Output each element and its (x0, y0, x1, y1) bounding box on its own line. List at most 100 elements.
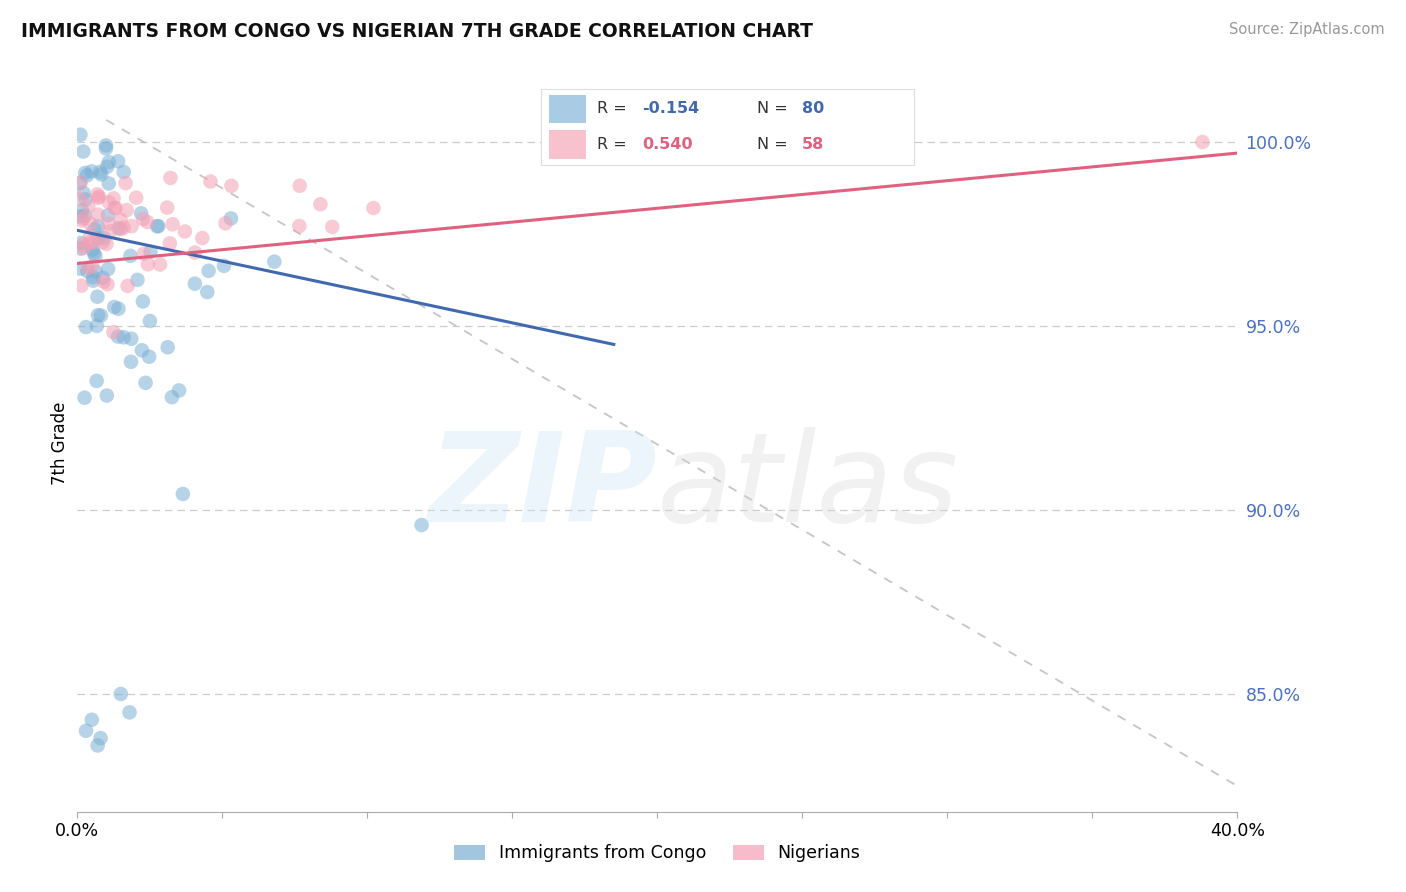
Point (75, 193, 97, 207)
Point (87, 231, 110, 245)
Point (184, 245, 207, 260)
Point (136, 257, 159, 271)
Point (288, 219, 311, 233)
Text: atlas: atlas (658, 427, 959, 549)
Text: ZIP: ZIP (429, 427, 658, 549)
Bar (548, 130, 586, 159)
Point (107, 221, 129, 235)
Point (221, 178, 243, 193)
Point (212, 259, 235, 273)
Point (93, 231, 115, 245)
Point (69, 261, 91, 276)
Point (120, 249, 142, 263)
Point (139, 244, 162, 259)
Point (127, 273, 149, 287)
Point (288, 178, 311, 193)
Point (411, 518, 433, 533)
Point (96, 277, 118, 292)
Text: 0.540: 0.540 (643, 137, 693, 152)
Point (90, 309, 112, 323)
Point (80, 164, 103, 178)
Point (83, 246, 105, 260)
Point (172, 487, 194, 501)
Text: R =: R = (598, 102, 633, 117)
Text: 80: 80 (801, 102, 824, 117)
Point (97, 262, 120, 277)
Point (107, 301, 129, 316)
Point (75, 723, 97, 738)
Point (98, 224, 121, 238)
Point (131, 343, 153, 358)
Point (91, 270, 114, 285)
Point (112, 220, 135, 235)
Point (69, 242, 91, 256)
Text: R =: R = (598, 137, 633, 152)
Point (86, 739, 108, 753)
Point (156, 201, 179, 215)
Point (79, 217, 101, 231)
Point (200, 174, 222, 188)
Point (146, 219, 169, 234)
Point (136, 215, 159, 229)
Point (69, 176, 91, 190)
Point (120, 355, 142, 369)
Point (149, 258, 172, 272)
Text: N =: N = (758, 102, 793, 117)
Point (72, 186, 94, 200)
Point (129, 206, 152, 220)
Bar (548, 95, 586, 123)
Point (76, 169, 98, 183)
Point (110, 687, 132, 701)
Point (70, 203, 93, 218)
Point (103, 201, 125, 215)
Point (159, 170, 181, 185)
Point (195, 285, 218, 299)
Point (115, 203, 138, 218)
Point (84, 249, 107, 263)
Point (112, 330, 135, 344)
Point (79, 235, 101, 250)
Point (110, 222, 132, 236)
Point (82, 243, 104, 257)
Text: IMMIGRANTS FROM CONGO VS NIGERIAN 7TH GRADE CORRELATION CHART: IMMIGRANTS FROM CONGO VS NIGERIAN 7TH GR… (21, 22, 813, 41)
Point (197, 264, 219, 278)
Text: -0.154: -0.154 (643, 102, 699, 117)
Point (132, 294, 155, 309)
Text: N =: N = (758, 137, 793, 152)
Point (94, 138, 117, 153)
Point (97, 177, 120, 191)
Point (89, 165, 111, 179)
Point (219, 211, 242, 226)
Point (86, 318, 108, 333)
Point (103, 191, 125, 205)
Text: Source: ZipAtlas.com: Source: ZipAtlas.com (1229, 22, 1385, 37)
Point (87, 308, 110, 322)
Point (98, 195, 121, 210)
Point (114, 176, 136, 190)
Point (138, 350, 160, 364)
Point (70, 278, 93, 293)
Point (84, 265, 107, 279)
Point (125, 191, 148, 205)
Point (97, 208, 120, 222)
Point (96, 160, 118, 174)
Point (97, 217, 120, 231)
Text: 58: 58 (801, 137, 824, 152)
Point (69, 128, 91, 142)
Point (96, 236, 118, 251)
Point (79, 228, 101, 243)
Point (86, 290, 108, 304)
Point (159, 236, 181, 251)
Point (214, 216, 236, 230)
Point (86, 374, 108, 388)
Point (103, 325, 125, 339)
Point (139, 314, 162, 328)
Point (72, 237, 94, 252)
Point (87, 208, 110, 222)
Point (132, 247, 155, 261)
Point (162, 217, 184, 231)
Point (72, 211, 94, 226)
Point (83, 222, 105, 236)
Point (82, 259, 104, 273)
Point (73, 391, 96, 405)
